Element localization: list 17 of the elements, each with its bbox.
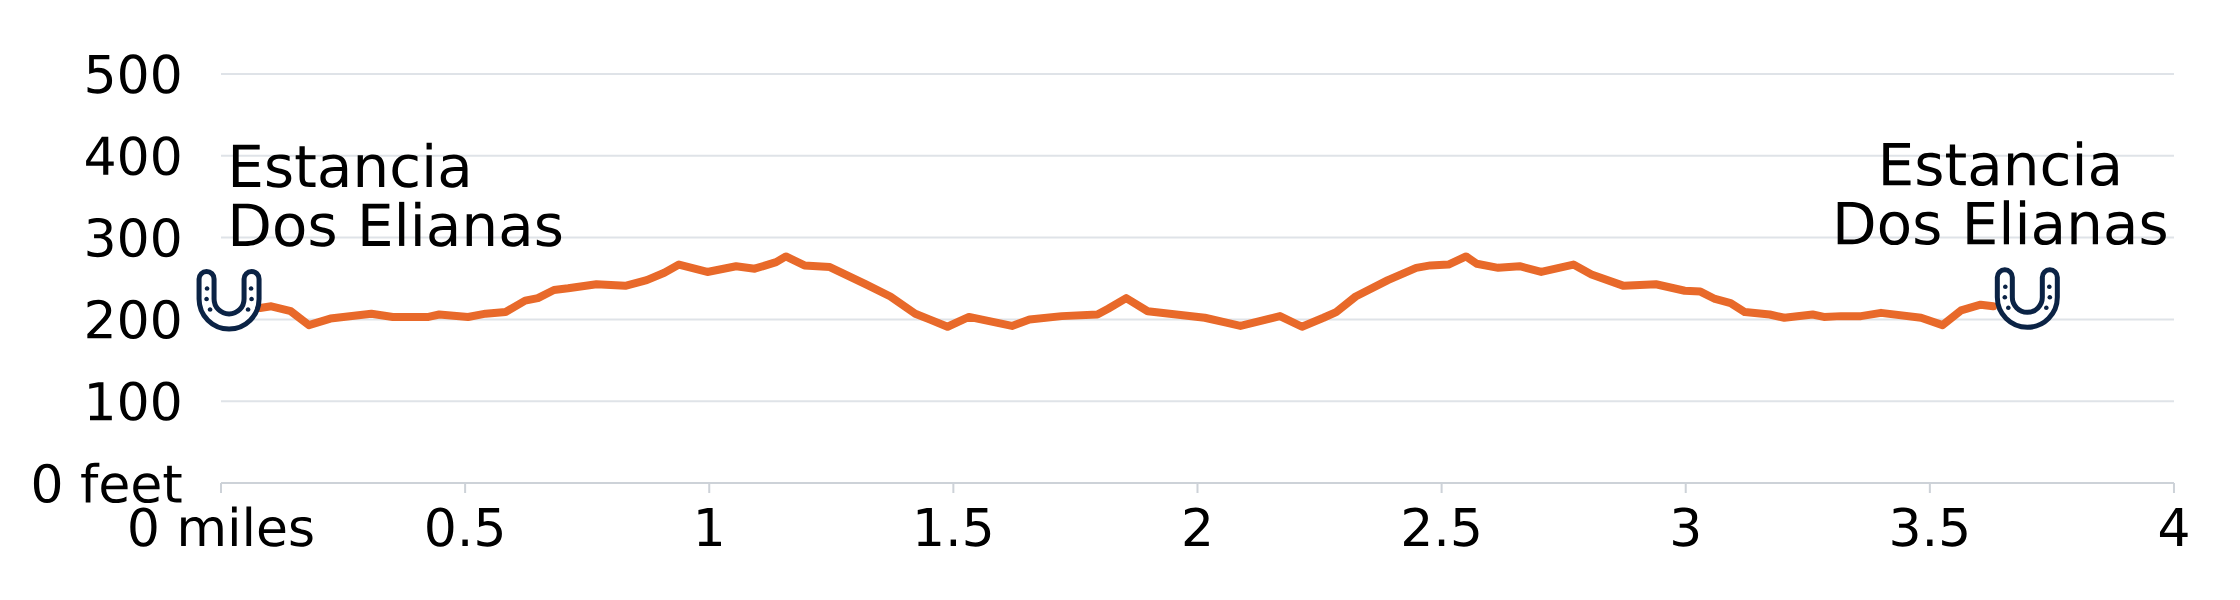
y-tick-label: 500: [87, 54, 180, 94]
x-tick-label: 4: [2159, 508, 2188, 546]
x-tick-label: 1: [698, 508, 721, 546]
y-tick-label: 200: [87, 299, 180, 340]
x-tick-label: 3.5: [1892, 507, 1967, 547]
y-tick-label: 400: [86, 136, 180, 176]
x-tick-label: 3: [1673, 507, 1699, 547]
y-tick-label: 300: [87, 217, 180, 258]
y-tick-label: 100: [89, 381, 180, 421]
annotation: Estancia Dos Elianas: [1837, 141, 2166, 246]
y-tick-label: 0 feet: [33, 462, 182, 504]
x-tick-label: 0 miles: [130, 506, 313, 547]
annotation: Estancia Dos Elianas: [232, 142, 562, 247]
x-tick-label: 2: [1184, 507, 1209, 546]
x-tick-label: 1.5: [917, 508, 991, 547]
x-tick-label: 0.5: [427, 507, 502, 547]
x-tick-label: 2.5: [1404, 507, 1479, 547]
